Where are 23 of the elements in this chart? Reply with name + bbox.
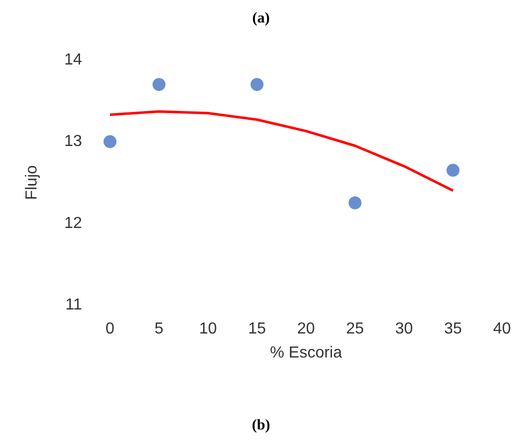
y-axis-title: Flujo — [24, 165, 40, 200]
point — [152, 78, 166, 91]
x-tick-label: 35 — [444, 320, 462, 338]
x-tick-label: 40 — [493, 320, 511, 338]
y-tick-label: 12 — [64, 214, 82, 232]
y-tick-label: 11 — [65, 296, 82, 314]
point — [348, 196, 362, 210]
text: (b) — [252, 418, 270, 434]
x-tick-label: 0 — [106, 320, 115, 338]
point — [250, 78, 264, 91]
y-tick-label: 13 — [64, 133, 82, 150]
x-tick-label: 10 — [199, 320, 217, 338]
x-tick-label: 20 — [297, 320, 315, 338]
y-tick-label: 14 — [64, 52, 82, 68]
x-tick-label: 30 — [395, 320, 413, 338]
point — [104, 135, 116, 148]
line-series — [108, 110, 454, 192]
x-axis-title: % Escoria — [270, 344, 342, 362]
point — [446, 164, 460, 177]
x-tick-label: 25 — [346, 320, 364, 338]
x-tick-label: 15 — [248, 320, 266, 338]
x-tick-label: 5 — [154, 320, 164, 338]
chart-title: (a) — [252, 10, 270, 26]
